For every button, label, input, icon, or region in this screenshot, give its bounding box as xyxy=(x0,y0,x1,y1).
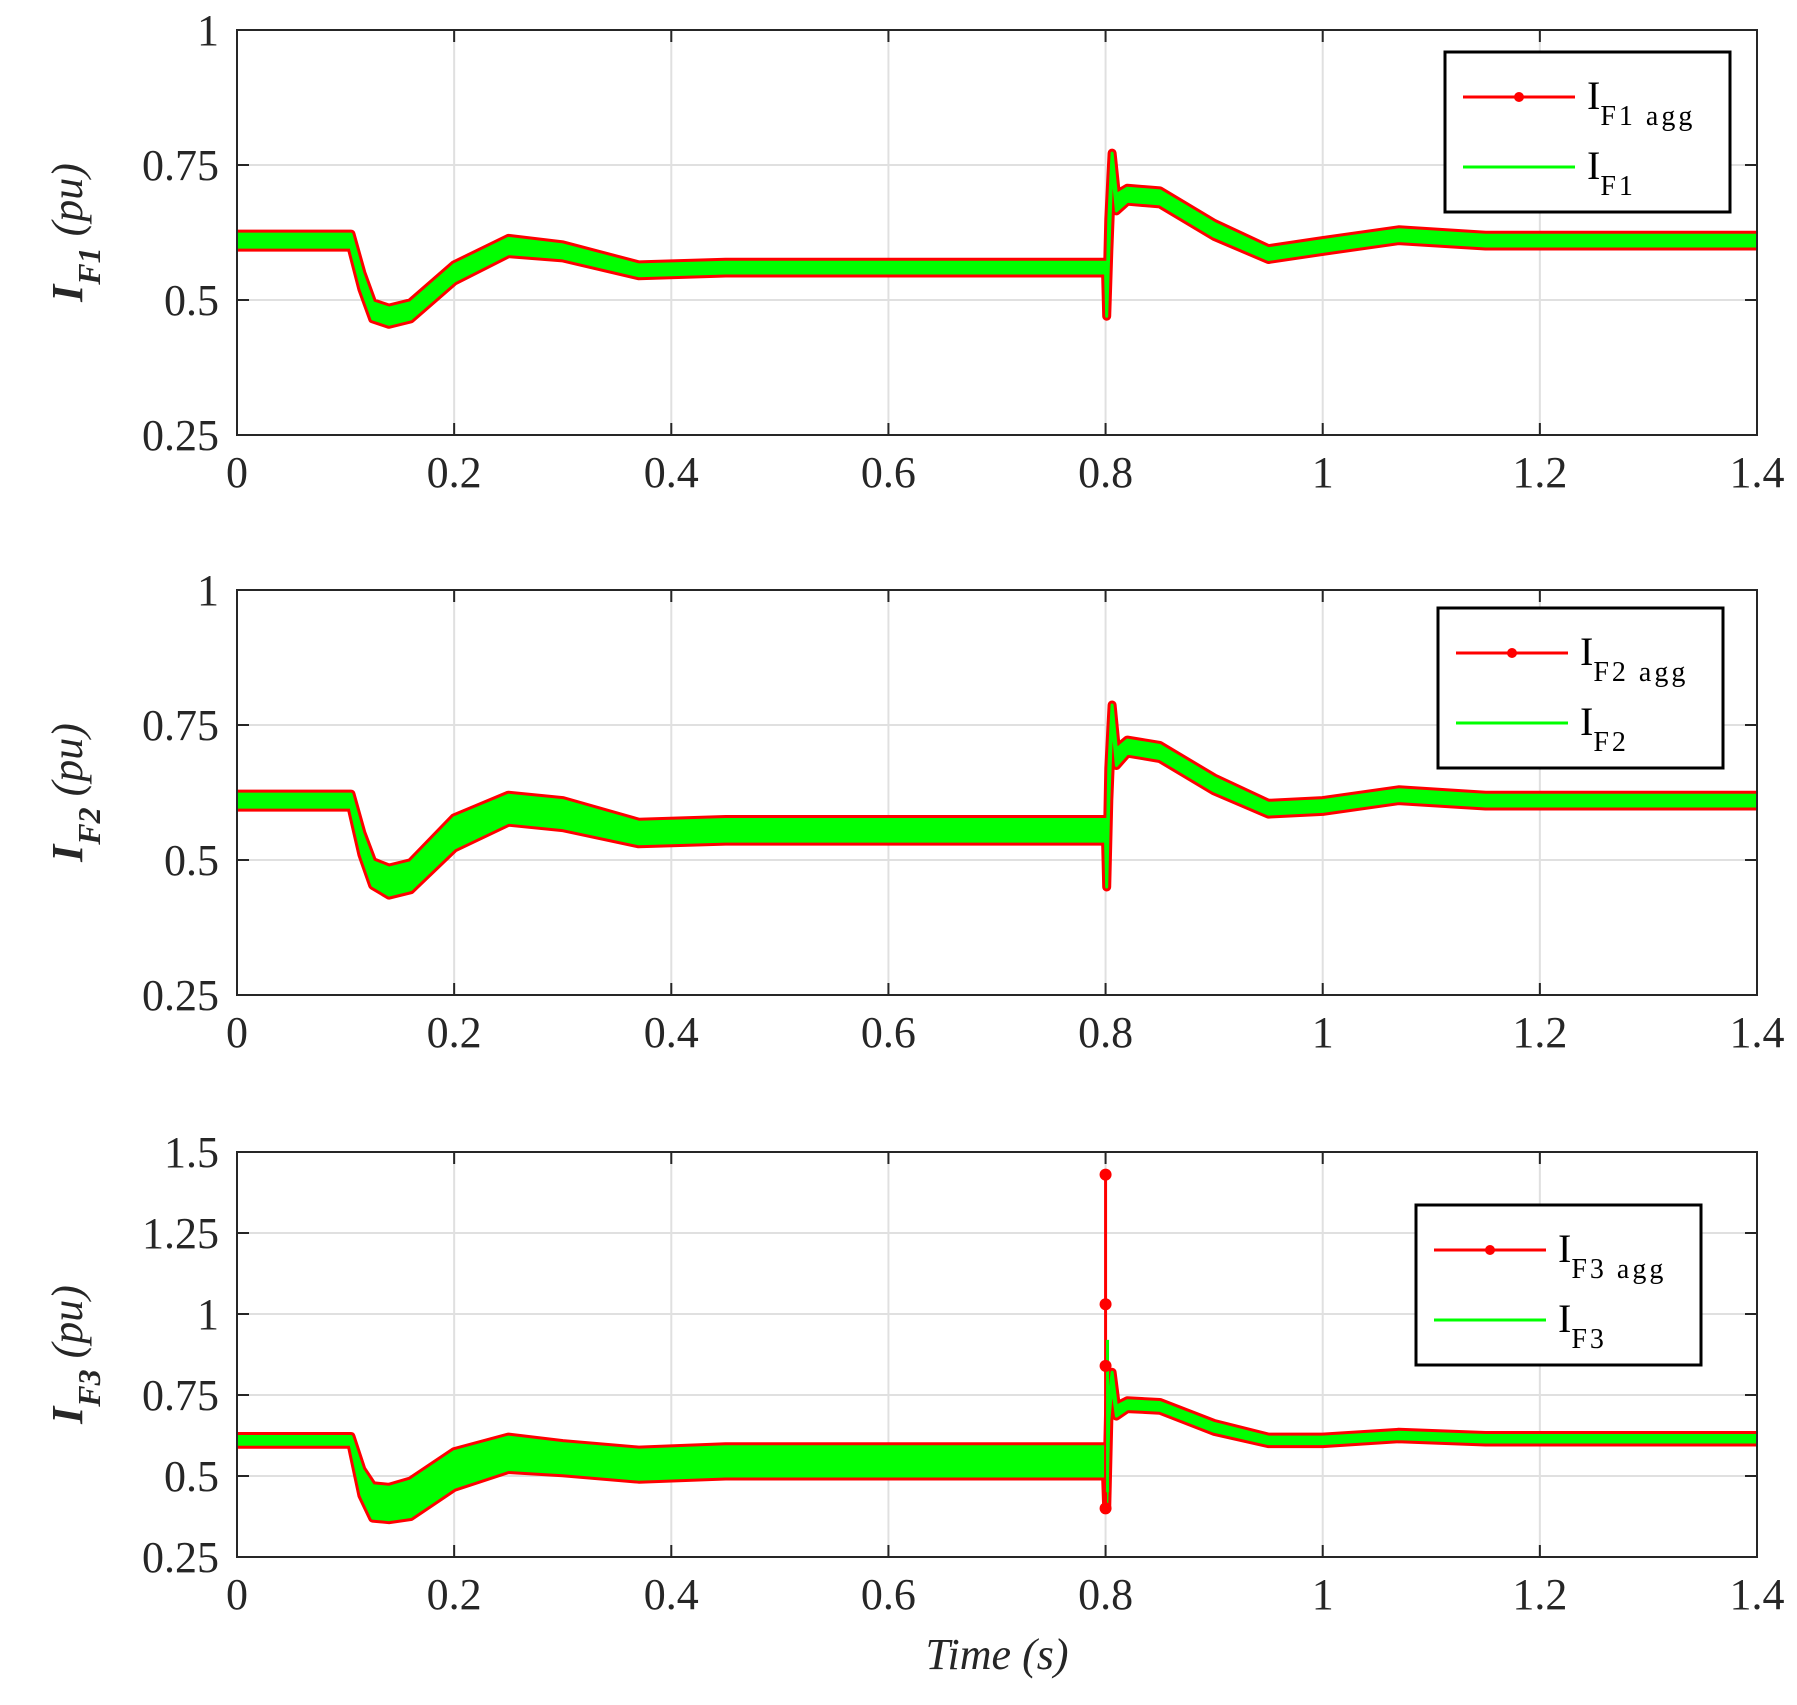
x-tick-label: 0.6 xyxy=(861,448,916,497)
x-tick-label: 0.4 xyxy=(644,448,699,497)
x-tick-label: 0.6 xyxy=(861,1570,916,1619)
legend: IF1 agg IF1 xyxy=(1443,50,1732,214)
legend-label: IF1 agg xyxy=(1587,73,1695,132)
x-tick-label: 1.2 xyxy=(1512,1570,1567,1619)
x-tick-label: 0 xyxy=(226,1008,248,1057)
y-tick-label: 0.75 xyxy=(142,141,219,190)
legend: IF2 agg IF2 xyxy=(1436,606,1725,770)
y-tick-label: 0.75 xyxy=(142,1371,219,1420)
y-tick-label: 0.25 xyxy=(142,1533,219,1582)
legend-box xyxy=(1443,50,1732,214)
x-tick-label: 1 xyxy=(1312,448,1334,497)
chart-panel-if3: 0 0.2 0.4 0.6 0.8 1 1.2 1.4 0.25 0.5 0.75 1 1.25 1.5 I… xyxy=(43,1128,1785,1679)
series-agg-marker xyxy=(1099,1359,1112,1372)
legend-label: IF3 xyxy=(1558,1296,1607,1355)
y-axis-title: IF3 (pu) xyxy=(43,1285,107,1425)
y-tick-label: 1 xyxy=(197,566,219,615)
legend-marker xyxy=(1485,1245,1495,1255)
legend-label: IF3 agg xyxy=(1558,1226,1666,1285)
x-tick-label: 0 xyxy=(226,448,248,497)
y-tick-label: 0.5 xyxy=(164,1452,219,1501)
y-tick-label: 1.25 xyxy=(142,1209,219,1258)
x-axis-title: Time (s) xyxy=(926,1630,1069,1679)
series-detailed-band xyxy=(237,151,1757,326)
chart-panel-if1: 0 0.2 0.4 0.6 0.8 1 1.2 1.4 0.25 0.5 0.75 1 IF1 (pu)… xyxy=(43,6,1785,497)
y-tick-label: 0.5 xyxy=(164,836,219,885)
x-tick-label: 0.8 xyxy=(1078,1008,1133,1057)
series-agg-marker xyxy=(1099,1298,1112,1311)
x-tick-label: 0.2 xyxy=(427,448,482,497)
series-agg-marker xyxy=(1099,1502,1112,1515)
legend-label: IF2 agg xyxy=(1580,629,1688,688)
x-tick-label: 0.8 xyxy=(1078,1570,1133,1619)
y-tick-label: 1 xyxy=(197,6,219,55)
x-tick-label: 0 xyxy=(226,1570,248,1619)
x-tick-label: 1.2 xyxy=(1512,1008,1567,1057)
legend-label: IF1 xyxy=(1587,143,1636,202)
x-tick-label: 1 xyxy=(1312,1570,1334,1619)
x-tick-label: 0.2 xyxy=(427,1008,482,1057)
legend-label: IF2 xyxy=(1580,699,1629,758)
y-tick-label: 1.5 xyxy=(164,1128,219,1177)
series-detailed-band xyxy=(237,1370,1757,1522)
legend-marker xyxy=(1514,92,1524,102)
x-tick-label: 1 xyxy=(1312,1008,1334,1057)
x-tick-label: 1.2 xyxy=(1512,448,1567,497)
axes-box xyxy=(236,29,1758,436)
data-series xyxy=(237,148,1757,329)
legend-box xyxy=(1436,606,1725,770)
series-detailed-band xyxy=(237,703,1757,897)
x-tick-label: 0.8 xyxy=(1078,448,1133,497)
x-tick-label: 0.2 xyxy=(427,1570,482,1619)
y-tick-label: 0.25 xyxy=(142,971,219,1020)
x-tick-label: 1.4 xyxy=(1730,1570,1785,1619)
x-tick-label: 1.4 xyxy=(1730,448,1785,497)
y-axis-title: IF2 (pu) xyxy=(43,723,107,863)
axes-box xyxy=(236,589,1758,996)
axes-box xyxy=(236,1151,1758,1558)
y-tick-label: 0.25 xyxy=(142,411,219,460)
y-tick-label: 0.5 xyxy=(164,276,219,325)
x-tick-label: 0.6 xyxy=(861,1008,916,1057)
x-tick-label: 0.4 xyxy=(644,1008,699,1057)
legend-marker xyxy=(1507,648,1517,658)
legend-box xyxy=(1414,1203,1703,1367)
x-tick-label: 0.4 xyxy=(644,1570,699,1619)
data-series xyxy=(237,700,1757,900)
y-axis-title: IF1 (pu) xyxy=(43,163,107,303)
legend: IF3 agg IF3 xyxy=(1414,1203,1703,1367)
x-tick-label: 1.4 xyxy=(1730,1008,1785,1057)
y-tick-label: 1 xyxy=(197,1290,219,1339)
y-tick-label: 0.75 xyxy=(142,701,219,750)
chart-panel-if2: 0 0.2 0.4 0.6 0.8 1 1.2 1.4 0.25 0.5 0.75 1 IF2 (pu)… xyxy=(43,566,1785,1057)
data-series xyxy=(237,1168,1757,1525)
series-agg-marker xyxy=(1099,1168,1112,1181)
